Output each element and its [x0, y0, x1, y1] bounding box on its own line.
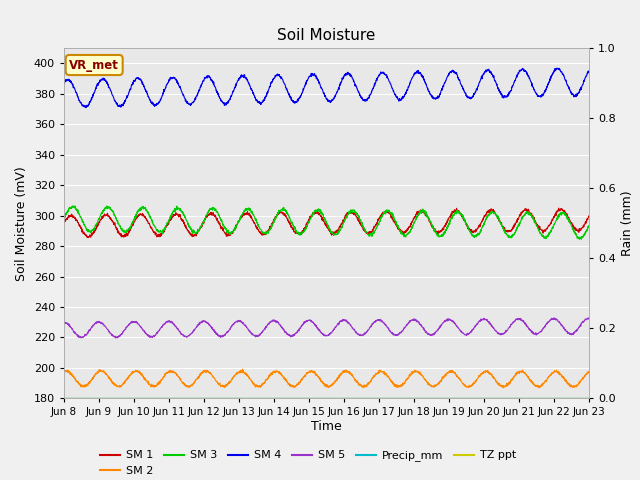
Y-axis label: Rain (mm): Rain (mm) — [621, 191, 634, 256]
Legend: SM 1, SM 2, SM 3, SM 4, SM 5, Precip_mm, TZ ppt: SM 1, SM 2, SM 3, SM 4, SM 5, Precip_mm,… — [96, 446, 520, 480]
Y-axis label: Soil Moisture (mV): Soil Moisture (mV) — [15, 166, 28, 281]
X-axis label: Time: Time — [311, 420, 342, 433]
Text: VR_met: VR_met — [69, 59, 119, 72]
Title: Soil Moisture: Soil Moisture — [277, 28, 376, 43]
